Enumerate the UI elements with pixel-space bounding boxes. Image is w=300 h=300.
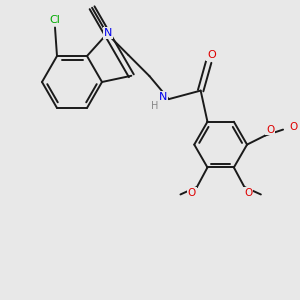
Text: O: O [188, 188, 196, 198]
Text: N: N [159, 92, 167, 102]
Text: Cl: Cl [50, 14, 60, 25]
Text: O: O [207, 50, 216, 60]
Text: O: O [244, 188, 253, 198]
Text: O: O [289, 122, 297, 132]
Text: N: N [104, 28, 112, 38]
Text: H: H [151, 101, 158, 111]
Text: O: O [266, 124, 274, 135]
